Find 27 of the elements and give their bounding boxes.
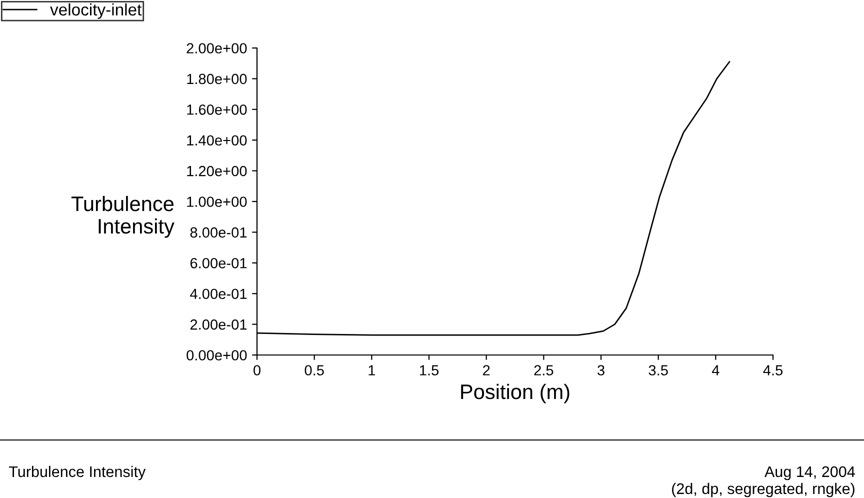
x-tick-label: 4.5 xyxy=(763,365,783,376)
x-tick-label: 2.5 xyxy=(534,365,554,376)
text: (2d, dp, segregated, rngke) xyxy=(672,482,854,498)
x-tick-label: 1 xyxy=(368,365,376,376)
x-tick-label: 2 xyxy=(483,365,490,376)
y-tick-label: 6.00e-01 xyxy=(190,258,247,268)
x-axis-title: Position (m) xyxy=(461,384,570,404)
y-tick-label: 0.00e+00 xyxy=(186,350,247,360)
x-tick-label: 0 xyxy=(254,365,260,376)
text: Aug 14, 2004 xyxy=(764,466,855,480)
y-tick-label: 2.00e-01 xyxy=(190,319,247,330)
y-tick-label: 1.60e+00 xyxy=(187,104,247,115)
y-axis-title: Turbulence Intensity xyxy=(71,196,174,238)
text: Turbulence Intensity xyxy=(8,466,146,480)
x-tick-label: 3 xyxy=(598,365,604,376)
y-tick-label: 1.00e+00 xyxy=(187,196,247,207)
y-tick-label: 4.00e-01 xyxy=(190,288,247,300)
x-tick-label: 0.5 xyxy=(304,365,324,376)
y-tick-label: 8.00e-01 xyxy=(190,227,247,238)
x-tick-label: 1.5 xyxy=(420,365,439,376)
y-tick-label: 1.20e+00 xyxy=(187,166,247,176)
x-tick-label: 4 xyxy=(712,365,720,376)
legend-label: velocity-inlet xyxy=(50,3,142,19)
y-tick-label: 2.00e+00 xyxy=(186,43,247,54)
x-tick-label: 3.5 xyxy=(648,365,668,376)
y-tick-label: 1.40e+00 xyxy=(187,135,247,146)
y-tick-label: 1.80e+00 xyxy=(187,74,247,84)
